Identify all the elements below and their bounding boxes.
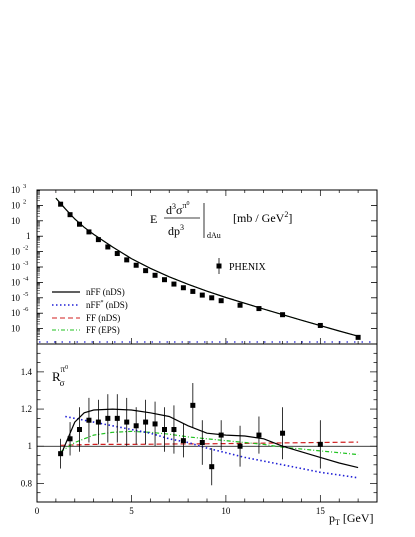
spectrum-ytick-label: 10 [11,308,21,318]
spectrum-data-point [256,306,262,312]
ratio-data-point [317,441,323,447]
ratio-data-point [162,427,167,433]
spectrum-ytick-label: 1 [26,231,31,241]
legend-label-ff-eps: FF (EPS) [86,325,120,335]
spectrum-data-points [58,201,361,340]
ratio-ylabel: Rσπ0 [52,364,68,388]
legend-label-ff-nds: FF (nDS) [86,313,120,323]
ratio-xtick-label: 15 [316,506,326,516]
spectrum-data-point [58,201,64,207]
ylabel-denominator: dp3 [168,223,184,238]
ratio-plot-frame [36,343,378,503]
ylabel-units: [mb / GeV2] [233,210,292,225]
ylabel-prefix: E [150,212,157,226]
spectrum-data-point [180,285,186,291]
spectrum-ytick-exponent: 3 [23,183,26,190]
spectrum-data-point [162,277,167,283]
spectrum-data-point [317,322,323,328]
spectrum-ytick-label: 10 [11,262,21,272]
spectrum-data-point [199,292,205,298]
ratio-axes: 0 5 10 15 0.8 1 1.2 1.4 [21,343,377,516]
legend-label-nffstar-nds: nFF* (nDS) [86,300,128,310]
ratio-ytick-label: 1.4 [21,367,33,377]
spectrum-data-point [190,288,196,294]
ratio-panel: 0 5 10 15 0.8 1 1.2 1.4 Rσπ0 pT [GeV] [21,343,378,527]
spectrum-data-point [280,312,286,318]
spectrum-ytick-exponent: -3 [23,260,28,267]
spectrum-ytick-label: 10 [11,293,21,303]
ratio-xlabel: pT [GeV] [329,511,374,527]
ratio-data-point [237,443,243,449]
ratio-data-point [180,438,186,444]
ratio-curves [60,408,359,479]
ratio-data-point [124,419,130,425]
phenix-legend: PHENIX [216,258,266,274]
ratio-data-point [114,415,120,421]
spectrum-data-point [86,229,92,235]
spectrum-data-point [152,272,158,278]
spectrum-ytick-exponent: -6 [23,306,29,313]
ratio-data-point [77,427,82,433]
phenix-legend-marker [216,263,222,269]
spectrum-ytick-label: 10 [11,324,21,334]
spectrum-ylabel: E d3σπ0 dp3 dAu [mb / GeV2] [150,201,292,240]
ratio-data-point [280,430,286,436]
ratio-ytick-label: 1.2 [21,404,32,414]
ratio-data-point [190,402,196,408]
ratio-ytick-label: 0.8 [21,478,33,488]
ratio-data-point [105,415,111,421]
ratio-data-point [199,440,205,446]
ratio-data-point [67,436,73,442]
spectrum-data-point [77,221,82,227]
spectrum-ytick-exponent: 2 [23,198,26,205]
ratio-curve-ff-eps- [60,430,359,456]
ylabel-numerator: d3σπ0 [166,201,190,217]
spectrum-ytick-exponent: -5 [23,291,28,298]
spectrum-data-point [218,298,224,304]
ratio-data-point [95,419,101,425]
ratio-data-point [133,423,139,429]
spectrum-ytick-exponent: -4 [23,275,29,282]
spectrum-ytick-label: 10 [11,200,21,210]
spectrum-ytick-label: 10 [11,185,21,195]
ratio-xtick-label: 0 [35,506,40,516]
ratio-curve-nff-nds- [60,408,359,469]
ratio-xtick-label: 5 [129,506,134,516]
spectrum-data-point [105,244,111,250]
spectrum-data-point [209,295,215,301]
spectrum-ytick-exponent: -2 [23,245,28,252]
spectrum-ytick-label: 10 [11,216,21,226]
spectrum-data-point [171,281,177,287]
spectrum-data-point [355,334,361,340]
spectrum-data-point [124,257,130,263]
spectrum-data-point [143,268,149,274]
ratio-data-point [209,464,215,470]
ratio-data-point [171,427,177,433]
ratio-curve-ff-nds- [60,441,359,446]
spectrum-ytick-label: 10 [11,277,21,287]
ratio-data-point [256,432,262,438]
ratio-data-point [152,421,158,427]
spectrum-data-point [67,212,73,218]
ratio-curve-nff-nds- [65,415,359,479]
ratio-data-points [58,383,323,486]
phenix-legend-label: PHENIX [229,262,266,273]
ratio-data-point [86,417,92,423]
legend-label-nff-nds: nFF (nDS) [86,287,125,297]
ratio-data-point [218,432,224,438]
ratio-data-point [143,419,149,425]
ratio-ytick-label: 1 [28,441,33,451]
ratio-xtick-label: 10 [221,506,231,516]
ylabel-subscript: dAu [207,231,221,240]
ratio-data-point [58,451,64,457]
spectrum-data-point [237,302,243,308]
curves-legend: nFF (nDS) nFF* (nDS) FF (nDS) FF (EPS) [52,287,128,335]
spectrum-ytick-label: 10 [11,247,21,257]
spectrum-data-point [95,237,101,243]
spectrum-data-point [114,251,120,257]
spectrum-data-point [133,262,139,268]
